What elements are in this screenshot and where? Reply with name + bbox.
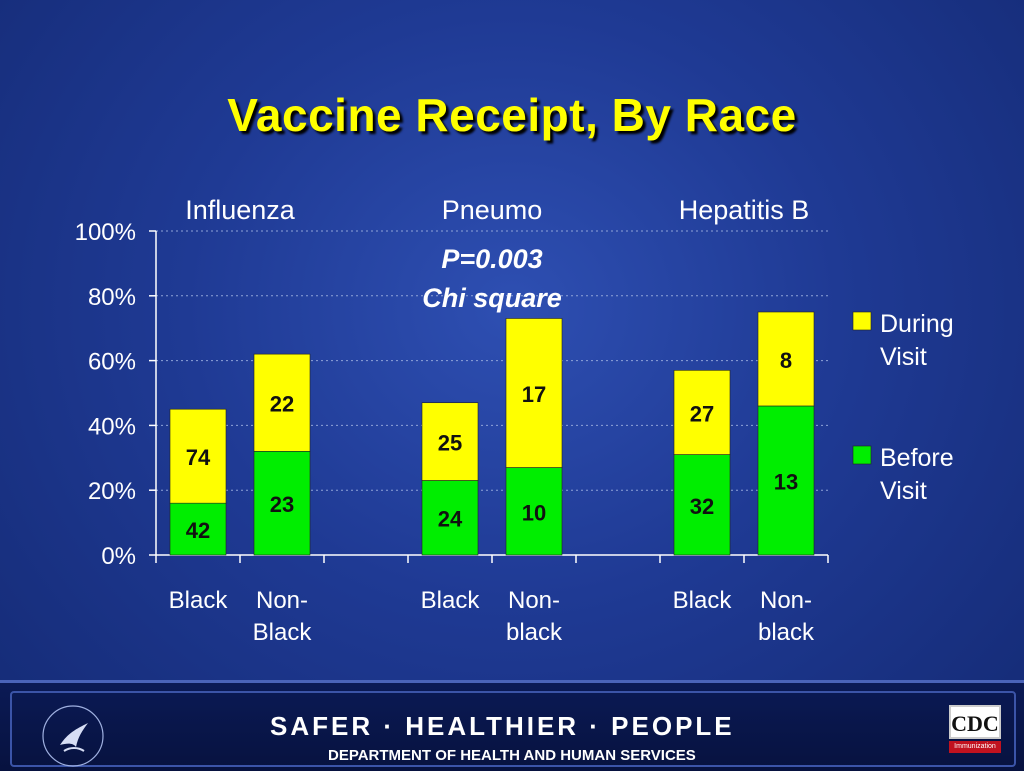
bar-during-visit (253, 353, 311, 452)
p-value-annotation: P=0.003 (441, 244, 542, 274)
y-tick-label: 80% (88, 284, 136, 311)
group-title: Pneumo (442, 195, 543, 225)
x-category-label: Non- (760, 587, 812, 614)
x-category-label: Black (253, 619, 313, 646)
data-label-before-visit: 42 (186, 518, 210, 543)
hhs-eagle-logo-icon (42, 705, 104, 767)
x-category-label: black (506, 619, 563, 646)
legend-swatch-during-visit (852, 311, 872, 331)
bar-before-visit (253, 451, 311, 556)
cdc-logo-text: CDC (949, 705, 1001, 739)
test-name-annotation: Chi square (422, 283, 562, 313)
data-label-during-visit: 17 (522, 382, 546, 407)
bar-before-visit (505, 467, 563, 556)
data-label-during-visit: 74 (186, 445, 211, 470)
footer-frame: SAFER · HEALTHIER · PEOPLE DEPARTMENT OF… (10, 691, 1016, 767)
data-label-before-visit: 23 (270, 492, 294, 517)
bar-during-visit (673, 370, 731, 455)
y-tick-label: 20% (88, 478, 136, 505)
legend-label: Visit (880, 343, 927, 371)
data-label-before-visit: 32 (690, 494, 714, 519)
data-label-before-visit: 24 (438, 507, 463, 532)
x-category-label: Non- (508, 587, 560, 614)
data-label-during-visit: 8 (780, 348, 792, 373)
x-category-label: Black (169, 587, 229, 614)
x-category-label: black (758, 619, 815, 646)
bar-before-visit (421, 480, 479, 556)
footer-department: DEPARTMENT OF HEALTH AND HUMAN SERVICES (328, 747, 696, 764)
x-category-label: Non- (256, 587, 308, 614)
x-category-label: Black (673, 587, 733, 614)
legend-label: Before (880, 444, 954, 472)
bar-before-visit (757, 405, 815, 556)
group-title: Hepatitis B (679, 195, 810, 225)
footer-banner: SAFER · HEALTHIER · PEOPLE DEPARTMENT OF… (0, 680, 1024, 771)
legend-swatch-before-visit (852, 445, 872, 465)
y-tick-label: 60% (88, 349, 136, 376)
legend-label: During (880, 310, 954, 338)
data-label-during-visit: 25 (438, 431, 462, 456)
data-label-during-visit: 27 (690, 401, 714, 426)
cdc-logo-subtext: Immunization (949, 741, 1001, 753)
x-category-label: Black (421, 587, 481, 614)
y-tick-label: 40% (88, 413, 136, 440)
bar-during-visit (169, 408, 227, 504)
bar-before-visit (673, 454, 731, 556)
chart-title: Vaccine Receipt, By Race (227, 89, 797, 141)
footer-tagline: SAFER · HEALTHIER · PEOPLE (270, 711, 735, 741)
group-title: Influenza (185, 195, 296, 225)
bar-during-visit (757, 311, 815, 407)
bar-during-visit (505, 318, 563, 468)
bar-chart: 0% 20% 40% 60% 80% 100% 42 74 Black 23 22 Non- Black… (75, 195, 954, 646)
cdc-logo: CDC Immunization (949, 705, 1001, 755)
data-label-before-visit: 13 (774, 469, 798, 494)
y-tick-label: 0% (101, 543, 136, 570)
bar-during-visit (421, 402, 479, 481)
data-label-before-visit: 10 (522, 500, 546, 525)
data-label-during-visit: 22 (270, 392, 294, 417)
y-tick-label: 100% (75, 219, 136, 246)
legend-label: Visit (880, 477, 927, 505)
